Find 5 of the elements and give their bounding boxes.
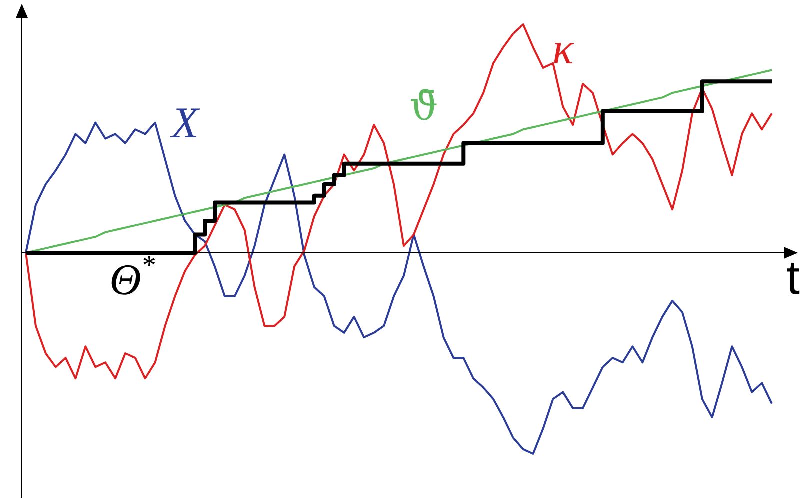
series-label: κ: [552, 24, 575, 74]
series-label: ϑ̄: [410, 84, 438, 130]
series-label: Θ*: [110, 250, 156, 305]
x-axis-title: t: [786, 252, 800, 306]
series-label: X: [170, 98, 201, 148]
